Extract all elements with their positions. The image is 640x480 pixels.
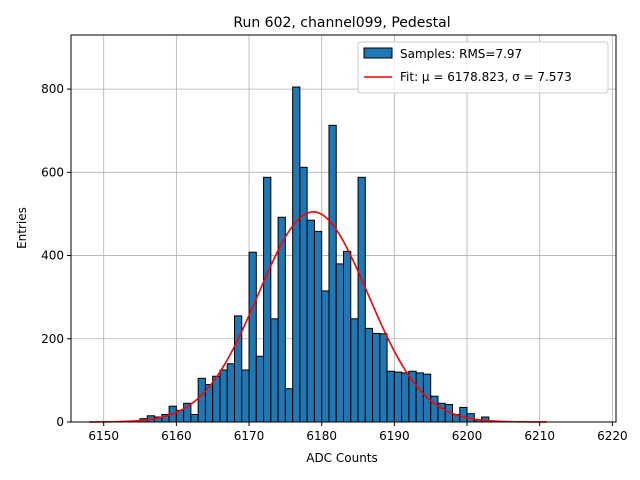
- histogram-bar: [197, 377, 206, 423]
- x-axis-ticks: 6150 6160 6170 6180 6190 6200 6210 6220: [88, 422, 628, 443]
- histogram-bar: [321, 290, 330, 423]
- histogram-bar: [241, 369, 250, 423]
- legend-samples-label: Samples: RMS=7.97: [400, 47, 522, 61]
- histogram-bar: [255, 355, 265, 423]
- histogram-bar: [248, 251, 257, 423]
- histogram-bar: [401, 372, 410, 423]
- x-tick-label: 6190: [379, 429, 410, 443]
- histogram-bar: [328, 124, 337, 423]
- histogram-bar: [379, 333, 388, 423]
- histogram-bar: [386, 370, 395, 423]
- y-tick-label: 600: [41, 165, 64, 179]
- x-tick-label: 6210: [524, 429, 555, 443]
- histogram-bar: [190, 414, 199, 423]
- y-axis-label: Entries: [15, 207, 29, 249]
- x-tick-label: 6200: [452, 429, 483, 443]
- histogram-bar: [270, 318, 279, 423]
- fit-curve-layer: [89, 211, 547, 423]
- histogram-bar: [357, 176, 366, 423]
- x-tick-label: 6160: [161, 429, 192, 443]
- histogram-bar: [212, 375, 221, 423]
- histogram-bar: [306, 219, 315, 423]
- x-tick-label: 6180: [306, 429, 337, 443]
- x-tick-label: 6150: [88, 429, 119, 443]
- histogram-bar: [226, 363, 236, 423]
- histogram-bar: [335, 263, 345, 423]
- x-tick-label: 6220: [597, 429, 628, 443]
- histogram-bar: [343, 250, 352, 423]
- legend-box: [357, 41, 609, 94]
- y-axis-ticks: 0 200 400 600 800: [41, 82, 71, 429]
- histogram-bar: [459, 406, 468, 423]
- histogram-bar: [408, 370, 417, 423]
- x-tick-label: 6170: [234, 429, 265, 443]
- histogram-bar: [393, 371, 403, 423]
- y-tick-label: 400: [41, 249, 64, 263]
- histogram-bar: [299, 166, 308, 423]
- histogram-bar: [364, 327, 374, 423]
- histogram-bar: [350, 318, 359, 423]
- histogram-bar: [284, 388, 294, 423]
- x-axis-label: ADC Counts: [306, 451, 378, 465]
- legend-fit-label: Fit: μ = 6178.823, σ = 7.573: [400, 70, 572, 84]
- y-tick-label: 0: [56, 415, 64, 429]
- histogram-bar: [263, 176, 272, 423]
- histogram-bar: [219, 369, 228, 423]
- chart-title: Run 602, channel099, Pedestal: [233, 15, 450, 31]
- legend: Samples: RMS=7.97 Fit: μ = 6178.823, σ =…: [357, 41, 609, 94]
- histogram-bar: [430, 395, 439, 423]
- y-tick-label: 200: [41, 332, 64, 346]
- fit-curve: [89, 211, 547, 423]
- plot-frame: [70, 34, 617, 423]
- histogram-bar: [372, 332, 381, 423]
- legend-samples-swatch: [363, 47, 393, 59]
- histogram-bar: [292, 86, 301, 423]
- histogram-bar: [415, 372, 424, 423]
- histogram-bar: [234, 315, 243, 423]
- histogram-bar: [313, 230, 323, 423]
- y-tick-label: 800: [41, 82, 64, 96]
